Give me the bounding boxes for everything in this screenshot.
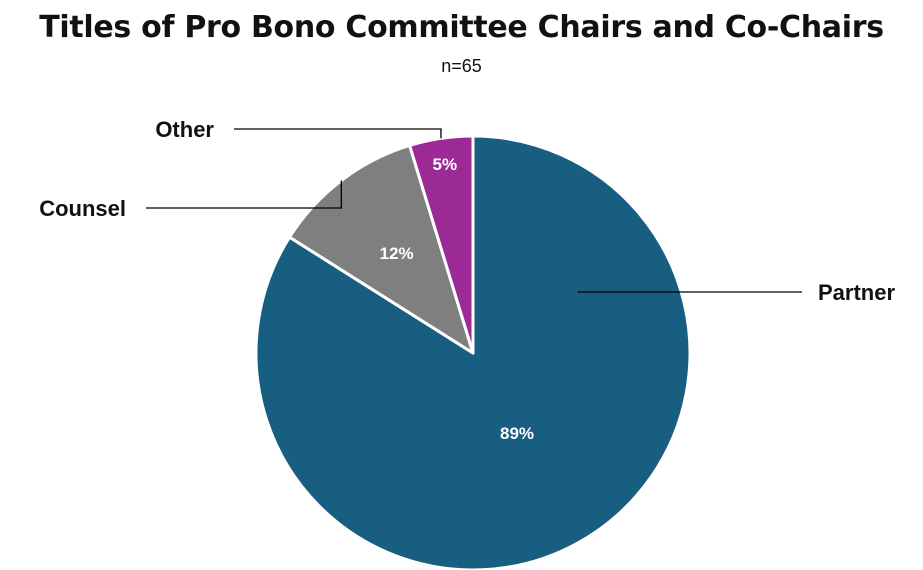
- leader-line-other: [234, 128, 442, 139]
- category-label-counsel: Counsel: [39, 196, 126, 221]
- data-label-other: 5%: [433, 155, 458, 174]
- chart-title: Titles of Pro Bono Committee Chairs and …: [39, 10, 884, 45]
- category-label-other: Other: [155, 117, 214, 142]
- chart-subtitle: n=65: [441, 56, 482, 76]
- data-label-counsel: 12%: [380, 244, 414, 263]
- leader-line-counsel: [146, 180, 342, 209]
- category-label-partner: Partner: [818, 280, 895, 305]
- pie-slice-other: [408, 134, 475, 355]
- data-label-partner: 89%: [500, 424, 534, 443]
